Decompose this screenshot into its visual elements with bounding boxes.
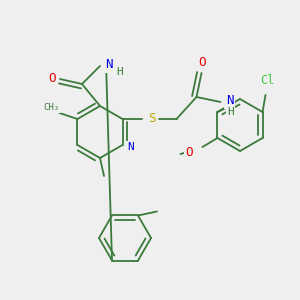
Text: N: N	[127, 142, 134, 152]
Text: H: H	[227, 107, 234, 117]
Text: S: S	[148, 112, 155, 125]
Text: N: N	[105, 58, 113, 71]
Text: N: N	[226, 94, 233, 107]
Text: O: O	[198, 56, 205, 70]
Text: O: O	[48, 73, 56, 85]
Text: Cl: Cl	[260, 74, 274, 88]
Text: CH₃: CH₃	[44, 103, 59, 112]
Text: O: O	[186, 146, 193, 158]
Text: H: H	[117, 67, 123, 77]
